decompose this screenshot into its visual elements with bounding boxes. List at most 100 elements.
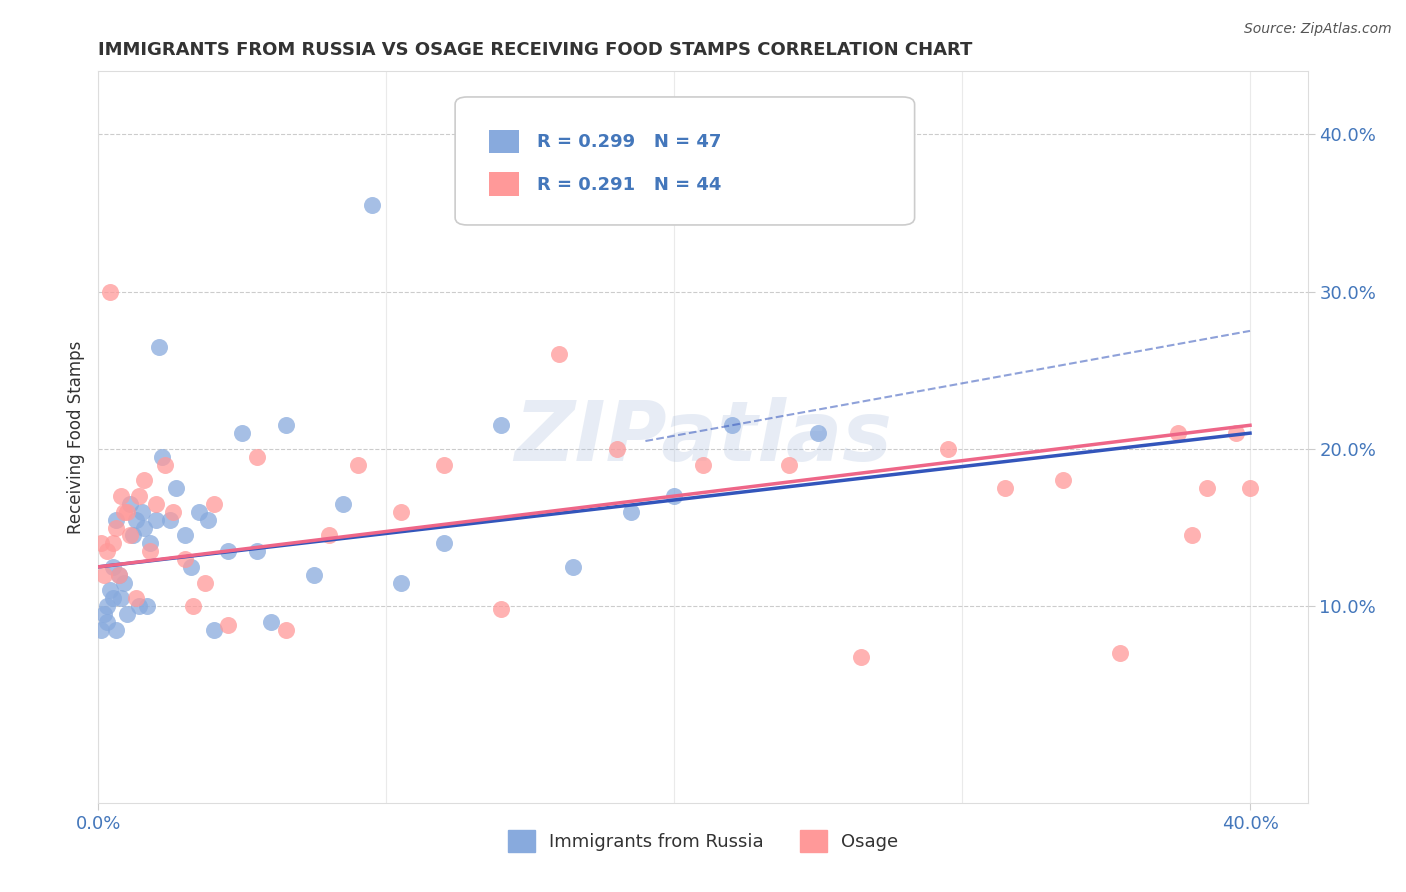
Point — [93, 567, 115, 582]
Point — [1225, 426, 1247, 441]
Point — [562, 559, 585, 574]
Y-axis label: Receiving Food Stamps: Receiving Food Stamps — [66, 341, 84, 533]
Point — [125, 591, 148, 606]
Point — [101, 591, 124, 606]
Point — [260, 615, 283, 629]
FancyBboxPatch shape — [489, 130, 519, 153]
Point — [664, 489, 686, 503]
Point — [120, 497, 142, 511]
Point — [139, 544, 162, 558]
Point — [110, 489, 132, 503]
Point — [433, 458, 456, 472]
Point — [134, 473, 156, 487]
Point — [318, 528, 340, 542]
Point — [139, 536, 162, 550]
Text: ZIPatlas: ZIPatlas — [515, 397, 891, 477]
Point — [389, 575, 412, 590]
Point — [1181, 528, 1204, 542]
Legend: Immigrants from Russia, Osage: Immigrants from Russia, Osage — [501, 823, 905, 860]
Point — [131, 505, 153, 519]
Point — [851, 649, 873, 664]
Point — [1167, 426, 1189, 441]
Point — [104, 520, 127, 534]
Point — [173, 528, 195, 542]
Point — [304, 567, 326, 582]
Point — [1195, 481, 1218, 495]
Point — [1239, 481, 1261, 495]
Point — [246, 544, 269, 558]
Point — [98, 583, 121, 598]
Point — [491, 602, 513, 616]
Point — [491, 418, 513, 433]
Point — [107, 567, 129, 582]
Point — [134, 520, 156, 534]
Point — [165, 481, 187, 495]
Point — [202, 497, 225, 511]
Point — [274, 623, 297, 637]
Point — [101, 559, 124, 574]
Point — [96, 544, 118, 558]
Point — [96, 615, 118, 629]
Point — [180, 559, 202, 574]
Point — [620, 505, 643, 519]
Point — [145, 513, 167, 527]
Point — [994, 481, 1017, 495]
Point — [112, 575, 135, 590]
Text: R = 0.291   N = 44: R = 0.291 N = 44 — [537, 176, 721, 194]
Point — [148, 340, 170, 354]
Point — [1109, 646, 1132, 660]
Point — [128, 489, 150, 503]
Text: IMMIGRANTS FROM RUSSIA VS OSAGE RECEIVING FOOD STAMPS CORRELATION CHART: IMMIGRANTS FROM RUSSIA VS OSAGE RECEIVIN… — [98, 41, 973, 59]
Point — [120, 528, 142, 542]
Point — [807, 426, 830, 441]
Point — [720, 418, 742, 433]
Point — [778, 458, 800, 472]
Point — [197, 513, 219, 527]
FancyBboxPatch shape — [456, 97, 915, 225]
Point — [101, 536, 124, 550]
Point — [246, 450, 269, 464]
Point — [159, 513, 181, 527]
Point — [202, 623, 225, 637]
Point — [110, 591, 132, 606]
Point — [90, 623, 112, 637]
Point — [93, 607, 115, 621]
Point — [104, 513, 127, 527]
Point — [217, 618, 239, 632]
Point — [274, 418, 297, 433]
Point — [122, 528, 145, 542]
Point — [433, 536, 456, 550]
Point — [115, 607, 138, 621]
Point — [153, 458, 176, 472]
Point — [389, 505, 412, 519]
FancyBboxPatch shape — [489, 172, 519, 195]
Point — [1052, 473, 1074, 487]
Text: R = 0.299   N = 47: R = 0.299 N = 47 — [537, 134, 721, 152]
Point — [90, 536, 112, 550]
Point — [96, 599, 118, 614]
Point — [194, 575, 217, 590]
Point — [98, 285, 121, 299]
Point — [145, 497, 167, 511]
Point — [136, 599, 159, 614]
Point — [125, 513, 148, 527]
Point — [188, 505, 211, 519]
Point — [606, 442, 628, 456]
Point — [128, 599, 150, 614]
Point — [150, 450, 173, 464]
Point — [548, 347, 571, 361]
Point — [162, 505, 184, 519]
Point — [173, 552, 195, 566]
Point — [115, 505, 138, 519]
Point — [936, 442, 959, 456]
Text: Source: ZipAtlas.com: Source: ZipAtlas.com — [1244, 22, 1392, 37]
Point — [112, 505, 135, 519]
Point — [361, 198, 384, 212]
Point — [231, 426, 253, 441]
Point — [107, 567, 129, 582]
Point — [217, 544, 239, 558]
Point — [346, 458, 368, 472]
Point — [183, 599, 205, 614]
Point — [692, 458, 714, 472]
Point — [332, 497, 354, 511]
